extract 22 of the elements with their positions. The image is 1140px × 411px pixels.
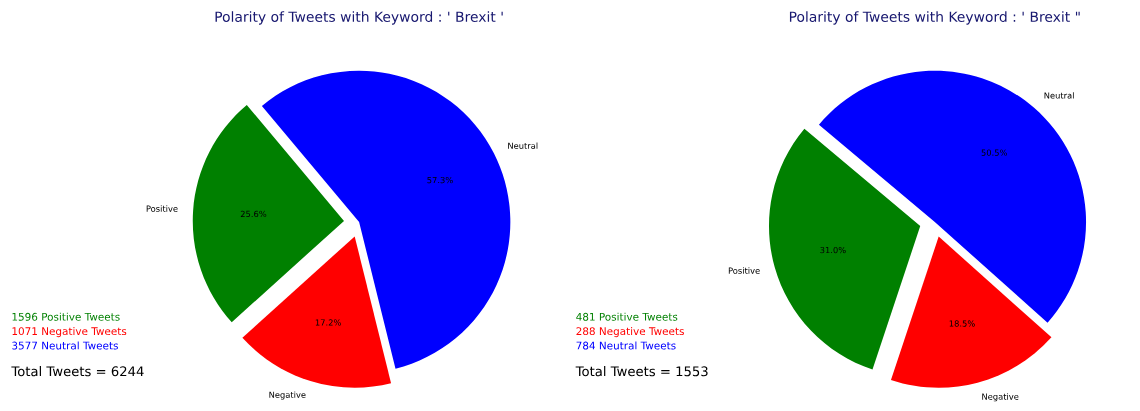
data-label: 57.3% [427,176,453,184]
text: 3577 Neutral Tweets [12,341,118,350]
slice-label: Positive [146,205,178,212]
data-label: 18.5% [949,320,975,327]
text: 1596 Positive Tweets [12,312,120,321]
text: Total Tweets = 1553 [575,366,708,377]
chart-title: Polarity of Tweets with Keyword : ' Brexit ' [215,11,503,25]
slice-label: Negative [982,393,1019,402]
data-label: 31.0% [820,246,846,254]
chart-title: Polarity of Tweets with Keyword : ' Brexit " [789,11,1080,25]
text: 1071 Negative Tweets [12,327,127,338]
data-label: 25.6% [240,210,267,218]
text: 784 Neutral Tweets [576,341,676,350]
slice-label: Positive [728,267,760,274]
text: 288 Negative Tweets [576,327,684,338]
slice-label: Neutral [1044,92,1074,99]
data-label: 17.2% [315,319,341,326]
text: 481 Positive Tweets [576,312,678,321]
slice-label: Neutral [508,142,538,149]
text: Total Tweets = 6244 [11,366,144,377]
slice-label: Negative [269,391,306,400]
data-label: 50.5% [981,149,1007,156]
